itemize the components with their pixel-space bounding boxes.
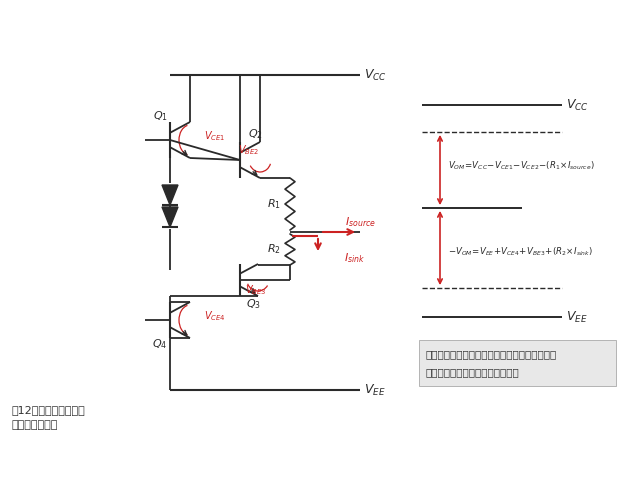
Text: $Q_2$: $Q_2$	[248, 127, 263, 141]
Text: は電源電圧範囲よりも小さくなる: は電源電圧範囲よりも小さくなる	[425, 367, 519, 377]
Text: $V_{BE2}$: $V_{BE2}$	[238, 143, 259, 157]
Text: $V_{OM}\!=\!V_{CC}\!-\!V_{CE1}\!-\!V_{CE2}\!-\!(R_1\!\times\!I_{source})$: $V_{OM}\!=\!V_{CC}\!-\!V_{CE1}\!-\!V_{CE…	[448, 160, 595, 172]
Text: $V_{CC}$: $V_{CC}$	[364, 68, 387, 83]
Text: 図12　電源電圧と最大: 図12 電源電圧と最大	[12, 405, 86, 415]
Text: 出力電圧の関係: 出力電圧の関係	[12, 420, 58, 430]
Polygon shape	[162, 207, 178, 227]
Polygon shape	[162, 185, 178, 205]
Text: $Q_1$: $Q_1$	[152, 109, 168, 123]
Text: $R_1$: $R_1$	[267, 197, 281, 211]
Text: $Q_3$: $Q_3$	[246, 297, 261, 311]
Text: $V_{BE3}$: $V_{BE3}$	[245, 283, 266, 297]
Text: トランジスタの電圧降下によって出力電圧範囲: トランジスタの電圧降下によって出力電圧範囲	[425, 349, 556, 359]
Text: $V_{CE1}$: $V_{CE1}$	[204, 129, 225, 143]
FancyBboxPatch shape	[419, 340, 616, 386]
Text: $Q_4$: $Q_4$	[152, 337, 168, 351]
Text: $I_{sink}$: $I_{sink}$	[344, 251, 365, 265]
Text: $R_2$: $R_2$	[267, 242, 281, 256]
Text: $-V_{OM}\!=\!V_{EE}\!+\!V_{CE4}\!+\!V_{BE3}\!+\!(R_2\!\times\!I_{sink})$: $-V_{OM}\!=\!V_{EE}\!+\!V_{CE4}\!+\!V_{B…	[448, 246, 593, 258]
Text: $I_{source}$: $I_{source}$	[344, 215, 376, 229]
Text: $V_{EE}$: $V_{EE}$	[364, 383, 385, 397]
Text: $V_{CE4}$: $V_{CE4}$	[204, 309, 226, 323]
Text: $V_{EE}$: $V_{EE}$	[566, 310, 588, 324]
Text: $V_{CC}$: $V_{CC}$	[566, 97, 589, 112]
